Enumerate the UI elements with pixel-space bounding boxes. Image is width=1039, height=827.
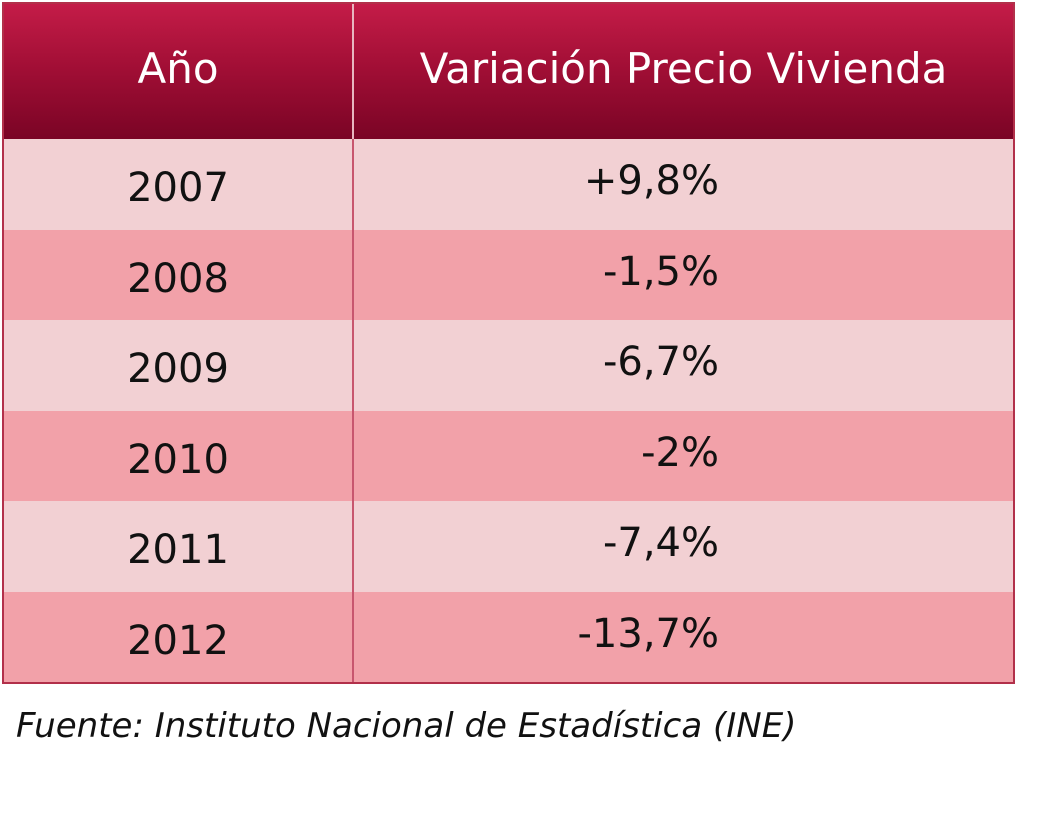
cell-year: 2012 [127,617,229,664]
table-row: 2007 +9,8% [4,139,1013,230]
table-body: 2007 +9,8% 2008 -1,5% 2009 -6,7% 2010 -2… [4,139,1013,682]
price-variation-table: Año Variación Precio Vivienda 2007 +9,8%… [2,2,1015,684]
cell-variation: -1,5% [602,248,719,295]
header-variation: Variación Precio Vivienda [419,43,948,93]
table-row: 2009 -6,7% [4,320,1013,411]
cell-year: 2009 [127,346,229,393]
table-row: 2011 -7,4% [4,501,1013,592]
table-row: 2010 -2% [4,410,1013,501]
body-column-divider [352,139,354,682]
cell-year: 2011 [127,527,229,574]
cell-year: 2007 [127,165,229,212]
cell-variation: -7,4% [602,520,719,567]
header-column-divider [352,4,354,139]
cell-year: 2008 [127,255,229,302]
cell-variation: -13,7% [577,610,719,657]
cell-year: 2010 [127,436,229,483]
cell-variation: +9,8% [583,158,719,205]
table-row: 2008 -1,5% [4,229,1013,320]
cell-variation: -6,7% [602,339,719,386]
table-row: 2012 -13,7% [4,591,1013,682]
source-note: Fuente: Instituto Nacional de Estadístic… [16,706,797,746]
header-year: Año [137,43,219,93]
cell-variation: -2% [641,429,719,476]
table-header-row: Año Variación Precio Vivienda [4,4,1013,139]
